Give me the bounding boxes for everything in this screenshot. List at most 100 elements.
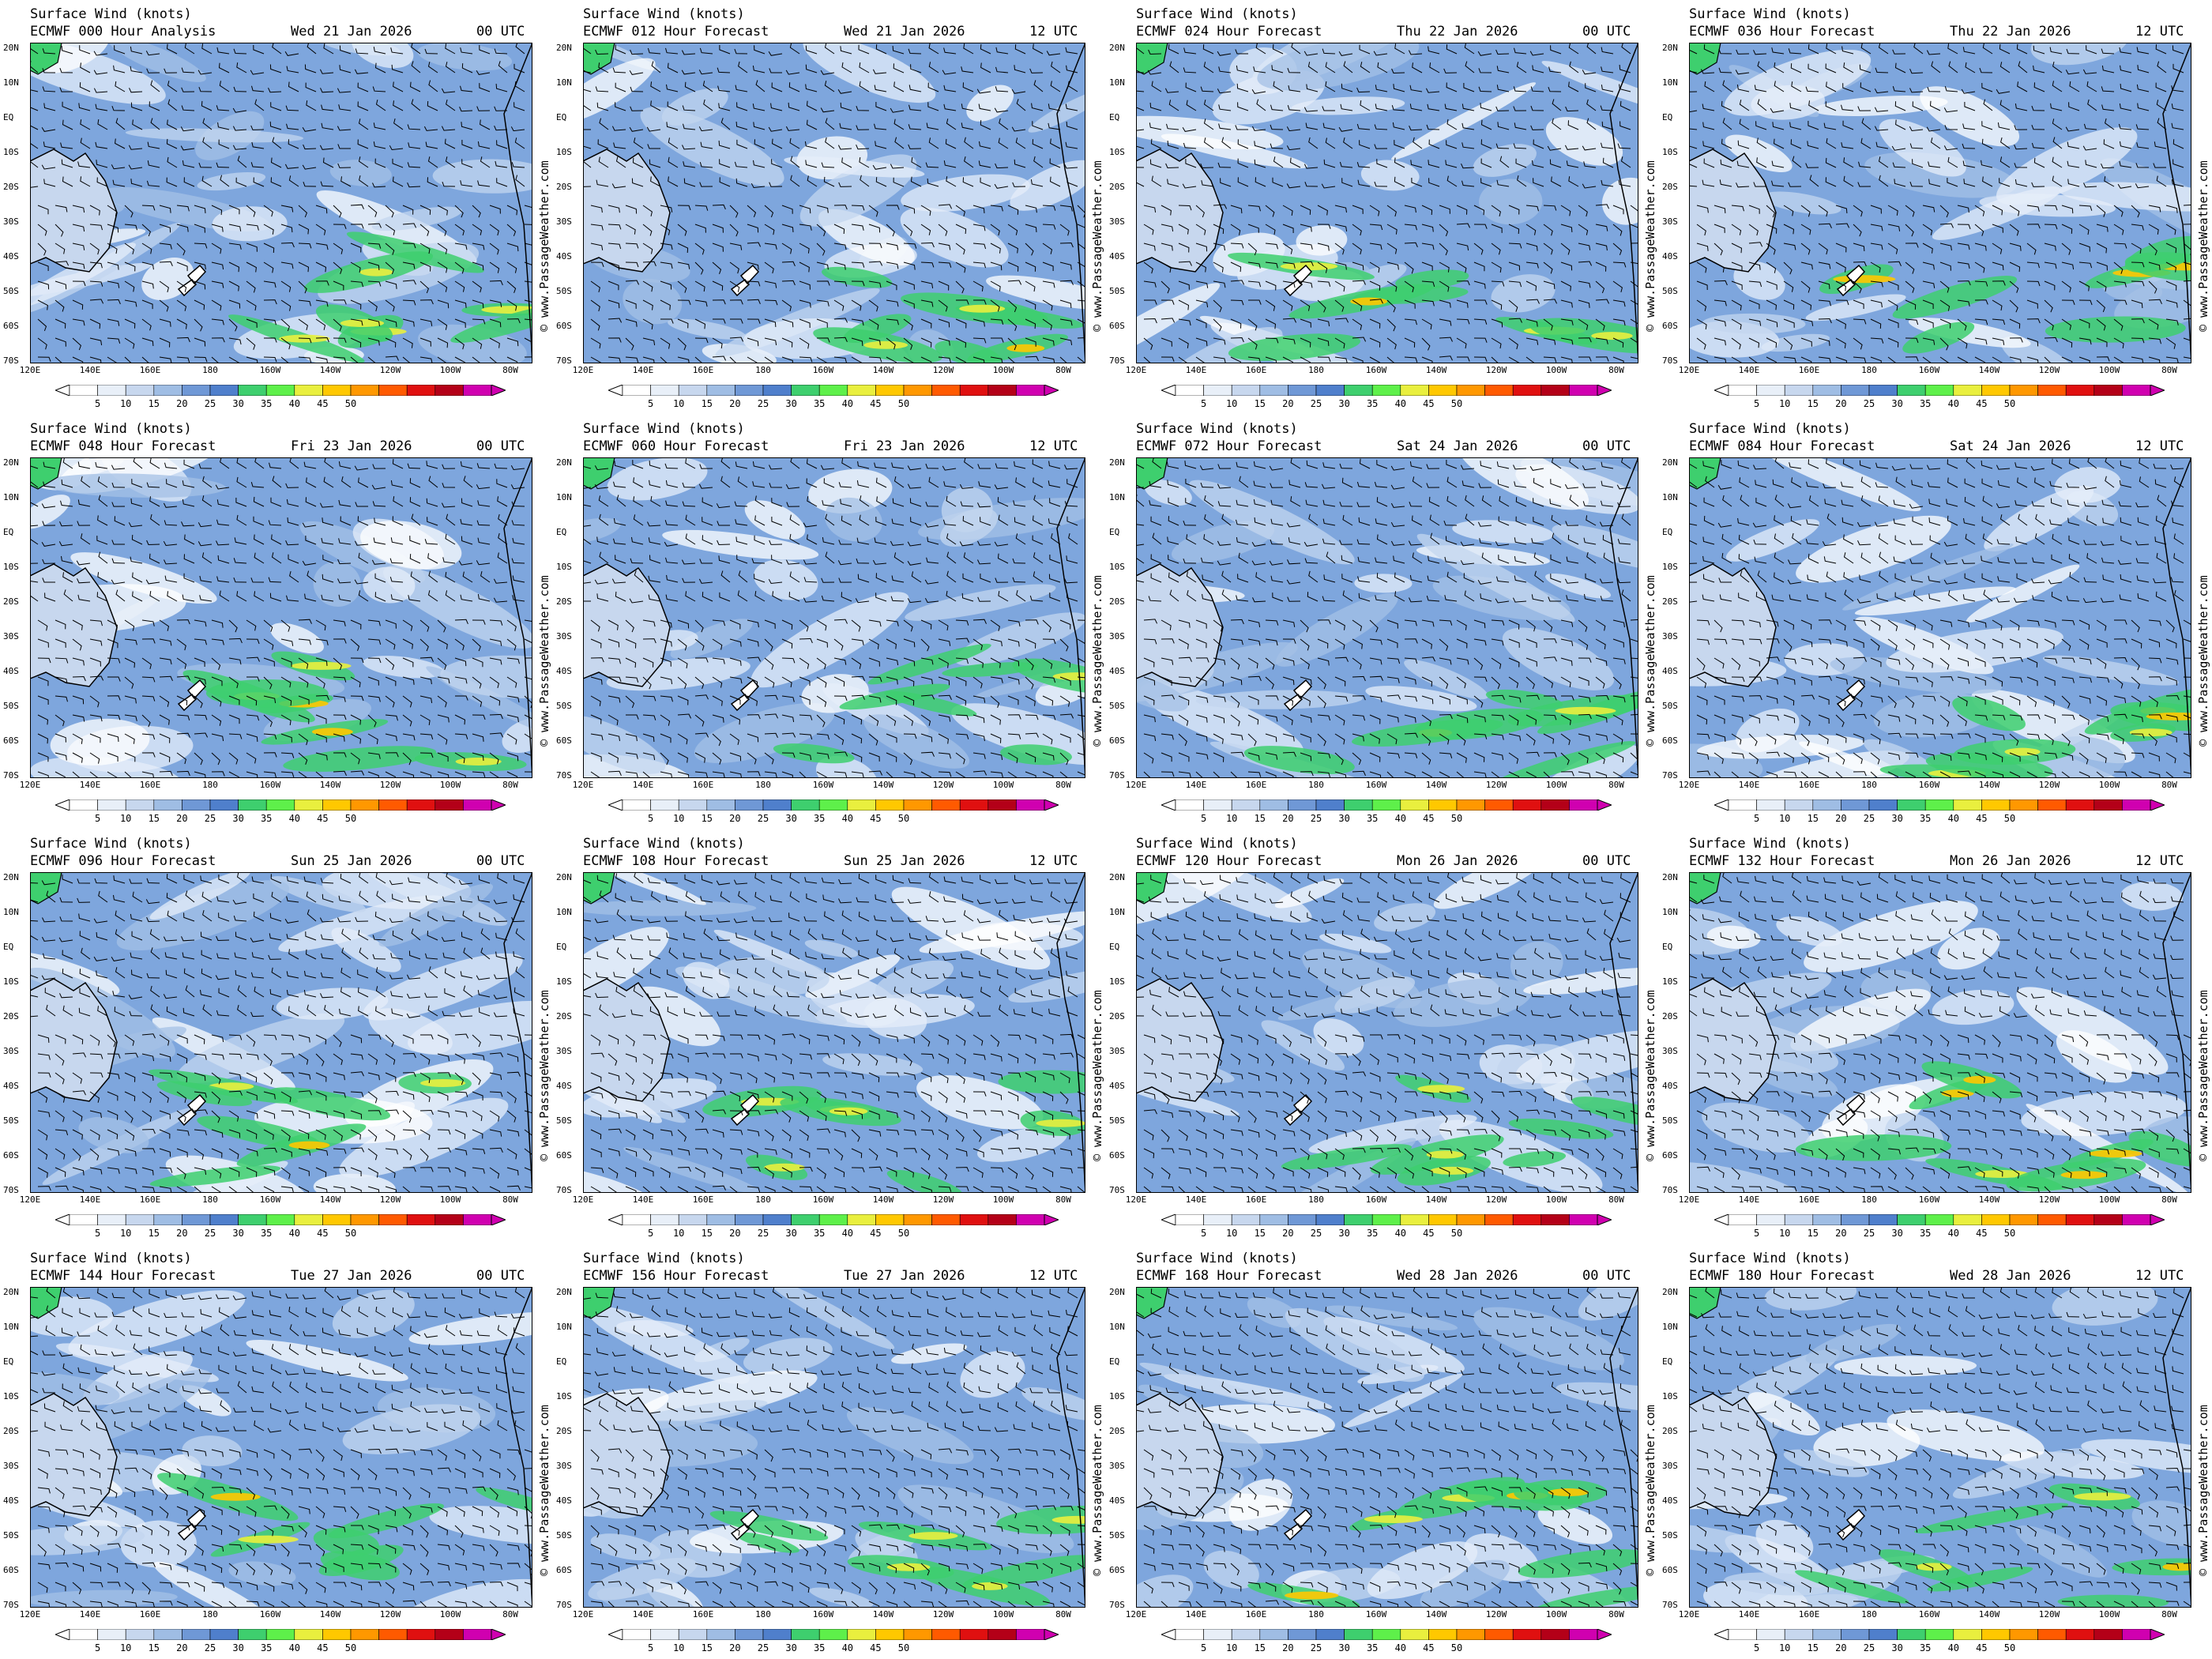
forecast-panel[interactable]: Surface Wind (knots) ECMWF 072 Hour Forec… [1106,415,1659,830]
model-run-label: ECMWF 120 Hour Forecast [1136,853,1322,869]
colorbar-tick: 30 [785,398,797,409]
latitude-label: 50S [1109,1115,1125,1126]
longitude-label: 180 [755,365,771,375]
longitude-label: 80W [502,780,518,790]
longitude-label: 120E [19,1194,41,1205]
latitude-label: 60S [1662,735,1678,746]
longitude-label: 100W [992,1609,1014,1620]
panel-subtitle: ECMWF 072 Hour Forecast Sat 24 Jan 2026 00… [1136,438,1642,454]
panel-title: Surface Wind (knots) [1136,6,1298,22]
latitude-label: 20N [556,872,572,882]
wind-map[interactable] [1689,43,2191,363]
longitude-label: 100W [439,1194,461,1205]
colorbar-tick-labels: 5 10 15 20 25 30 35 40 45 50 [608,398,1059,411]
panel-subtitle: ECMWF 132 Hour Forecast Mon 26 Jan 2026 12… [1689,853,2195,869]
colorbar-tick: 40 [288,813,301,824]
wind-map[interactable] [1136,457,1638,778]
forecast-panel[interactable]: Surface Wind (knots) ECMWF 060 Hour Forec… [553,415,1106,830]
colorbar-tick: 40 [1394,1228,1407,1239]
latitude-label: 60S [556,1150,572,1161]
wind-map[interactable] [30,1287,532,1608]
colorbar-tick: 30 [232,1228,244,1239]
wind-map[interactable] [583,1287,1085,1608]
colorbar-tick: 50 [1450,1642,1463,1653]
valid-date-label: Wed 21 Jan 2026 [844,24,965,40]
longitude-label: 120E [19,1609,41,1620]
wind-map[interactable] [1136,872,1638,1193]
latitude-label: 30S [556,216,572,227]
wind-map[interactable] [1689,1287,2191,1608]
forecast-panel[interactable]: Surface Wind (knots) ECMWF 144 Hour Forec… [0,1244,553,1659]
longitude-label: 140W [1425,1609,1447,1620]
latitude-label: 70S [556,770,572,781]
forecast-panel[interactable]: Surface Wind (knots) ECMWF 120 Hour Forec… [1106,830,1659,1244]
longitude-label: 160E [692,1609,714,1620]
latitude-label: 20N [3,872,19,882]
wind-map[interactable] [1136,43,1638,363]
model-run-label: ECMWF 096 Hour Forecast [30,853,216,869]
forecast-panel[interactable]: Surface Wind (knots) ECMWF 156 Hour Forec… [553,1244,1106,1659]
wind-map[interactable] [583,872,1085,1193]
latitude-label: 20S [1662,1426,1678,1436]
colorbar-tick: 50 [344,1642,357,1653]
colorbar-tick: 35 [260,398,273,409]
wind-map[interactable] [30,872,532,1193]
wind-map[interactable] [30,457,532,778]
longitude-label: 160E [1245,1194,1267,1205]
longitude-label: 140E [632,365,654,375]
latitude-label: 30S [3,631,19,641]
colorbar-tick: 10 [1225,398,1238,409]
longitude-label: 120W [932,1194,954,1205]
wind-map[interactable] [1689,872,2191,1193]
latitude-label: 20N [1109,1287,1125,1297]
wind-map[interactable] [30,43,532,363]
valid-date-label: Thu 22 Jan 2026 [1950,24,2071,40]
latitude-label: 10N [1109,1322,1125,1332]
forecast-panel[interactable]: Surface Wind (knots) ECMWF 132 Hour Forec… [1659,830,2212,1244]
credit-watermark: © www.PassageWeather.com [1643,160,1657,332]
forecast-panel[interactable]: Surface Wind (knots) ECMWF 036 Hour Forec… [1659,0,2212,415]
colorbar-tick: 50 [897,813,910,824]
latitude-label: 50S [1662,1530,1678,1540]
forecast-panel[interactable]: Surface Wind (knots) ECMWF 012 Hour Forec… [553,0,1106,415]
colorbar-tick: 40 [841,1228,854,1239]
forecast-panel[interactable]: Surface Wind (knots) ECMWF 084 Hour Forec… [1659,415,2212,830]
forecast-panel[interactable]: Surface Wind (knots) ECMWF 180 Hour Forec… [1659,1244,2212,1659]
forecast-panel[interactable]: Surface Wind (knots) ECMWF 024 Hour Forec… [1106,0,1659,415]
valid-time-label: 12 UTC [2135,438,2184,454]
valid-time-label: 00 UTC [1582,24,1631,40]
wind-map[interactable] [1689,457,2191,778]
forecast-panel[interactable]: Surface Wind (knots) ECMWF 000 Hour Analy… [0,0,553,415]
latitude-label: 40S [1662,666,1678,676]
latitude-label: 40S [1109,1081,1125,1091]
latitude-label: 20N [556,1287,572,1297]
longitude-label: 180 [1861,780,1877,790]
colorbar-tick: 45 [870,813,882,824]
map-border [30,43,532,363]
latitude-label: 20S [556,1011,572,1021]
forecast-panel[interactable]: Surface Wind (knots) ECMWF 108 Hour Forec… [553,830,1106,1244]
wind-field-svg [30,1287,532,1608]
colorbar-tick: 45 [1423,398,1435,409]
valid-date-label: Fri 23 Jan 2026 [844,438,965,454]
panel-subtitle: ECMWF 108 Hour Forecast Sun 25 Jan 2026 12… [583,853,1089,869]
colorbar-tick: 40 [1947,398,1960,409]
forecast-panel[interactable]: Surface Wind (knots) ECMWF 168 Hour Forec… [1106,1244,1659,1659]
colorbar-tick: 25 [757,1642,769,1653]
colorbar-tick-labels: 5 10 15 20 25 30 35 40 45 50 [1714,1228,2165,1240]
valid-date-label: Mon 26 Jan 2026 [1950,853,2071,869]
wind-map[interactable] [583,43,1085,363]
latitude-label: 50S [3,1530,19,1540]
model-run-label: ECMWF 072 Hour Forecast [1136,438,1322,454]
wind-map[interactable] [583,457,1085,778]
latitude-label: 30S [1109,1046,1125,1056]
longitude-label: 80W [2161,365,2177,375]
latitude-label: 10N [3,492,19,502]
colorbar-tick: 5 [1753,813,1760,824]
colorbar-tick: 35 [813,1228,826,1239]
forecast-panel[interactable]: Surface Wind (knots) ECMWF 096 Hour Forec… [0,830,553,1244]
colorbar-tick-labels: 5 10 15 20 25 30 35 40 45 50 [1161,1228,1612,1240]
longitude-label: 160E [139,1609,161,1620]
model-run-label: ECMWF 168 Hour Forecast [1136,1268,1322,1284]
forecast-panel[interactable]: Surface Wind (knots) ECMWF 048 Hour Forec… [0,415,553,830]
